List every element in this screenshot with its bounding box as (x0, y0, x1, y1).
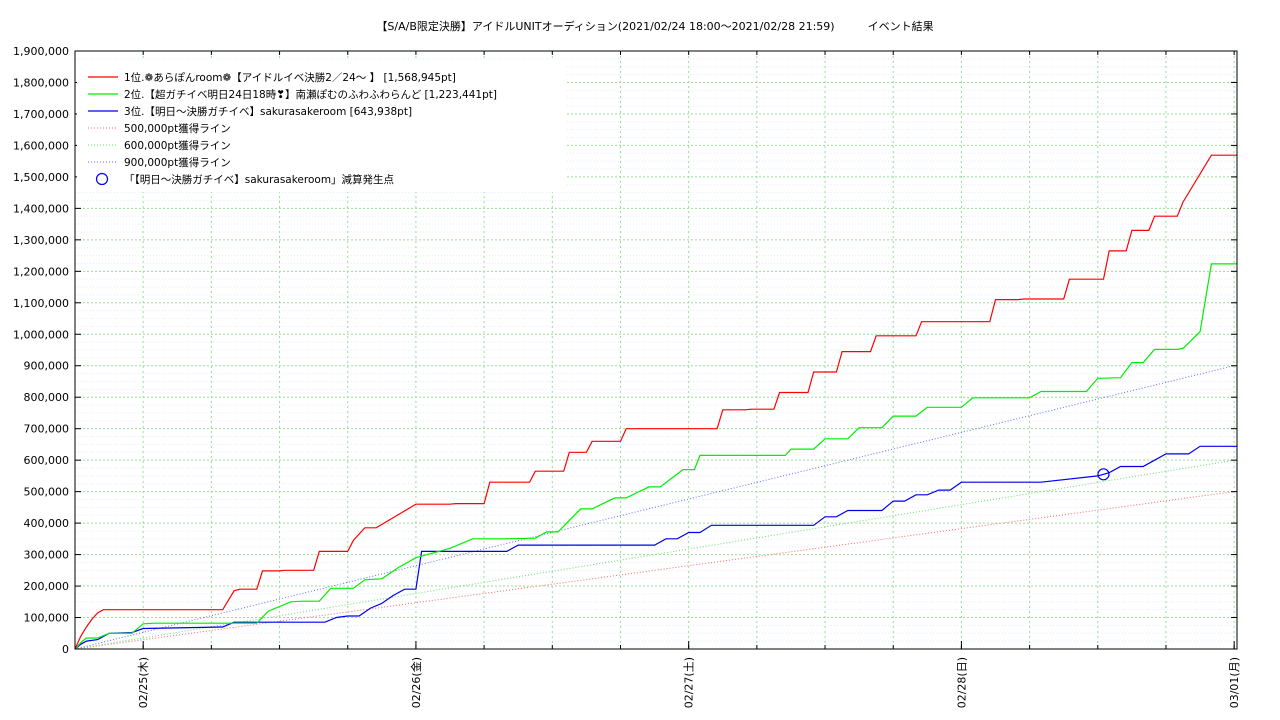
series-line-3 (74, 445, 1237, 650)
ticks: 0 100,000 200,000 300,000 400,000 500,000 600,… (13, 45, 1241, 708)
x-tick-label: 02/25(木) (137, 657, 150, 708)
y-tick-label: 1,800,000 (13, 76, 69, 89)
legend-marker-swatch (95, 172, 109, 186)
deduction-marker (1097, 468, 1110, 481)
y-tick-label: 100,000 (24, 612, 70, 625)
y-tick-label: 1,900,000 (13, 45, 69, 58)
series-line-2 (74, 263, 1237, 650)
legend-entry: 2位.【超ガチイベ明日24日18時❣】南瀬ぽむのふわふわらんど [1,223,4… (124, 88, 497, 101)
legend-box (77, 60, 567, 192)
y-tick-label: 800,000 (24, 391, 70, 404)
legend: 1位.❁あらぽんroom❁【アイドルイベ決勝2／24～ 】 [1,568,945… (77, 60, 567, 192)
y-tick-label: 1,700,000 (13, 108, 69, 121)
y-tick-label: 1,500,000 (13, 171, 69, 184)
y-tick-label: 900,000 (24, 360, 70, 373)
x-tick-label: 03/01(月) (1228, 657, 1241, 708)
chart-title: 【S/A/B限定決勝】アイドルUNITオーディション(2021/02/24 18… (376, 19, 933, 33)
legend-entry: 600,000pt獲得ライン (124, 139, 231, 152)
x-tick-label: 02/26(金) (409, 657, 423, 708)
y-tick-label: 1,400,000 (13, 202, 69, 215)
series-line-5 (74, 459, 1235, 650)
x-tick-label: 02/28(日) (955, 657, 968, 708)
series-layer (74, 154, 1237, 650)
y-tick-label: 600,000 (24, 454, 70, 467)
y-tick-label: 1,300,000 (13, 234, 69, 247)
y-tick-label: 300,000 (24, 549, 70, 562)
y-tick-label: 400,000 (24, 517, 70, 530)
y-tick-label: 1,200,000 (13, 265, 69, 278)
y-tick-label: 1,100,000 (13, 297, 69, 310)
x-tick-label: 02/27(土) (683, 657, 696, 708)
series-line-1 (74, 154, 1237, 650)
y-tick-label: 1,000,000 (13, 328, 69, 341)
y-tick-label: 700,000 (24, 423, 70, 436)
legend-entry: 900,000pt獲得ライン (124, 156, 231, 169)
series-line-6 (74, 365, 1235, 650)
legend-entry: 「【明日～決勝ガチイベ】sakurasakeroom」減算発生点 (124, 173, 394, 186)
markers-layer (1097, 468, 1110, 481)
y-tick-label: 1,600,000 (13, 139, 69, 152)
legend-entry: 3位.【明日～決勝ガチイベ】sakurasakeroom [643,938pt] (124, 105, 412, 118)
y-tick-label: 500,000 (24, 486, 70, 499)
legend-entry: 1位.❁あらぽんroom❁【アイドルイベ決勝2／24～ 】 [1,568,945… (124, 71, 456, 84)
plot-frame (74, 50, 1238, 650)
grid (74, 50, 1237, 650)
y-tick-label: 0 (62, 643, 69, 656)
y-tick-label: 200,000 (24, 580, 70, 593)
legend-entry: 500,000pt獲得ライン (124, 122, 231, 135)
